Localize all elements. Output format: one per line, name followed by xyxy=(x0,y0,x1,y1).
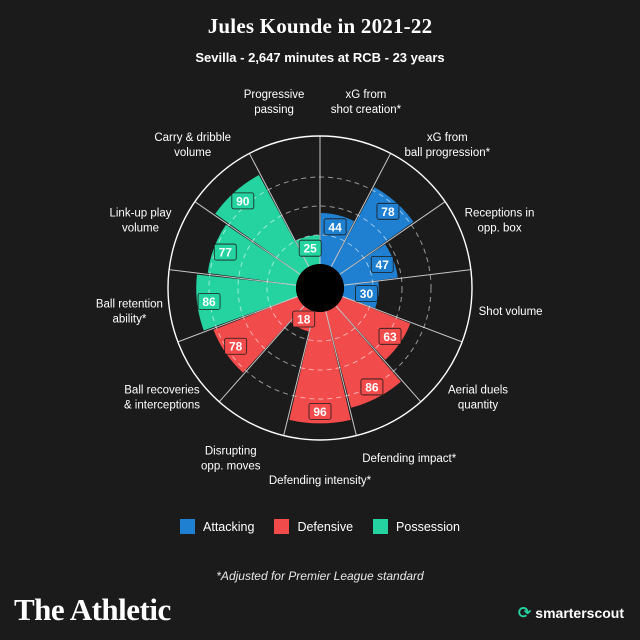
value-label: 47 xyxy=(376,258,390,272)
sector-divider xyxy=(343,269,471,286)
value-badge xyxy=(376,202,400,220)
bar-receptions-in-opp-box xyxy=(339,244,398,285)
category-label-line: Shot volume xyxy=(479,306,543,318)
category-label-line: opp. moves xyxy=(201,461,261,473)
value-label: 63 xyxy=(383,330,397,344)
category-label-line: ball progression* xyxy=(404,147,490,159)
value-label: 78 xyxy=(229,340,243,354)
value-badge xyxy=(323,218,347,236)
category-label: Ball recoveries & interceptions xyxy=(124,385,200,412)
value-label: 90 xyxy=(236,194,250,208)
legend-label-possession: Possession xyxy=(396,519,460,534)
value-badge xyxy=(378,327,402,345)
footnote: *Adjusted for Premier League standard xyxy=(216,569,424,583)
category-label-line: ability* xyxy=(112,314,146,326)
category-label-line: Ball recoveries xyxy=(124,385,200,397)
value-label: 44 xyxy=(328,220,342,234)
category-label-line: Carry & dribble xyxy=(154,132,231,144)
sector-divider xyxy=(325,311,357,436)
category-label: Ball retention ability* xyxy=(96,299,163,326)
category-label-line: volume xyxy=(174,147,211,159)
value-label: 77 xyxy=(219,246,233,260)
the-athletic-logo: The Athletic xyxy=(14,592,171,627)
legend-label-defensive: Defensive xyxy=(297,519,354,534)
category-label-line: passing xyxy=(254,104,294,116)
chart-title: Jules Kounde in 2021-22 xyxy=(207,14,433,38)
category-label-line: Progressive xyxy=(244,89,305,101)
category-label-line: opp. box xyxy=(477,222,521,234)
legend-item-defensive: Defensive xyxy=(274,519,353,534)
legend-swatch-possession xyxy=(373,519,389,534)
category-label-line: Receptions in xyxy=(465,207,535,219)
smarterscout-logo: ⟳ smarterscout xyxy=(518,603,624,623)
bar-link-up-play-volume xyxy=(207,224,301,285)
legend: Attacking Defensive Possession xyxy=(0,519,640,534)
category-label-line: Aerial duels xyxy=(448,385,508,397)
value-badge xyxy=(370,256,394,273)
legend-label-attacking: Attacking xyxy=(203,519,255,534)
value-label: 86 xyxy=(202,295,216,309)
sector-divider xyxy=(339,201,446,275)
sector-divider xyxy=(177,296,298,343)
category-label: Defending impact* xyxy=(362,453,456,465)
category-label-line: xG from xyxy=(346,89,387,101)
category-label: Receptions in opp. box xyxy=(465,207,535,234)
sector-divider xyxy=(283,311,315,436)
value-badge xyxy=(231,192,255,210)
value-label: 96 xyxy=(313,405,327,419)
sector-divider xyxy=(169,269,297,286)
category-label: Shot volume xyxy=(479,306,543,318)
category-label-line: Link-up play xyxy=(109,207,171,219)
value-label: 18 xyxy=(297,312,311,326)
category-label: xG from shot creation* xyxy=(331,89,402,116)
value-badge xyxy=(292,310,316,328)
value-label: 30 xyxy=(360,287,374,301)
legend-swatch-attacking xyxy=(180,519,196,534)
value-badge xyxy=(355,285,378,303)
value-label: 78 xyxy=(381,205,395,219)
category-label-line: Ball retention xyxy=(96,299,163,311)
category-label-line: Defending intensity* xyxy=(269,475,372,487)
category-label: xG from ball progression* xyxy=(404,132,490,159)
category-label-line: xG from xyxy=(427,132,468,144)
value-badge xyxy=(360,378,384,396)
category-label-line: & interceptions xyxy=(124,400,200,412)
legend-item-possession: Possession xyxy=(373,519,460,534)
value-badge xyxy=(298,239,322,257)
value-badge xyxy=(197,293,221,310)
smarterscout-wordmark: smarterscout xyxy=(535,605,624,621)
category-label: Link-up play volume xyxy=(109,207,171,234)
category-label-line: shot creation* xyxy=(331,104,402,116)
value-label: 86 xyxy=(365,380,379,394)
legend-swatch-defensive xyxy=(274,519,290,534)
bar-defending-intensity xyxy=(289,311,351,424)
value-badge xyxy=(308,402,332,420)
category-label: Aerial duels quantity xyxy=(448,385,508,412)
grid-ring-50 xyxy=(237,205,403,371)
value-badge xyxy=(213,243,237,261)
category-label: Carry & dribble volume xyxy=(154,132,231,159)
center-hub xyxy=(296,264,344,312)
value-badge xyxy=(224,337,248,355)
category-label-line: Defending impact* xyxy=(362,453,456,465)
sector-divider xyxy=(335,305,422,403)
sector-divider xyxy=(194,201,301,275)
sector-divider xyxy=(342,296,463,343)
category-label: Progressive passing xyxy=(244,89,305,116)
category-label-line: quantity xyxy=(458,400,499,412)
category-label-line: volume xyxy=(122,222,159,234)
value-label: 25 xyxy=(304,242,318,256)
sector-divider xyxy=(330,153,392,267)
category-label: Disrupting opp. moves xyxy=(201,446,261,473)
bar-ball-retention-ability xyxy=(196,274,298,331)
sector-divider xyxy=(218,305,305,403)
chart-subtitle: Sevilla - 2,647 minutes at RCB - 23 year… xyxy=(195,50,445,65)
smarterscout-icon: ⟳ xyxy=(517,605,532,622)
legend-item-attacking: Attacking xyxy=(180,519,254,534)
category-label: Defending intensity* xyxy=(269,475,372,487)
category-label-line: Disrupting xyxy=(205,446,257,458)
